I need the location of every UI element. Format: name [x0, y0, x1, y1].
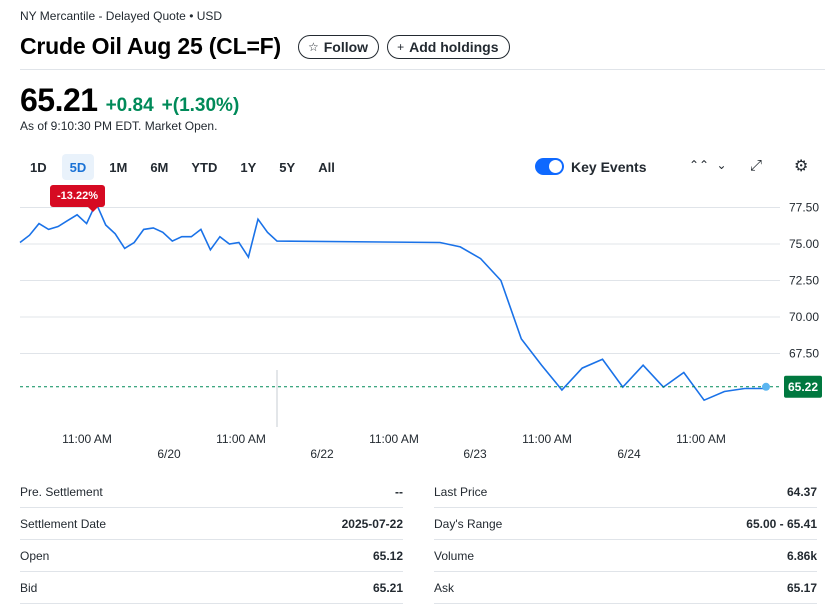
star-icon: ☆ — [307, 39, 319, 54]
current-price-dot — [762, 382, 770, 391]
stat-label: Pre. Settlement — [20, 484, 103, 499]
stat-row-last-price: Last Price 64.37 — [434, 476, 817, 508]
price-chart[interactable]: 65.22 77.50 75.00 72.50 70.00 67.50 11:00 AM… — [0, 190, 830, 470]
plus-icon: + — [397, 39, 405, 54]
current-price-tag — [784, 375, 822, 398]
stat-row-open: Open 65.12 — [20, 540, 403, 572]
stat-value: 64.37 — [786, 484, 817, 499]
key-events-label: Key Events — [571, 159, 647, 175]
as-of-timestamp: As of 9:10:30 PM EDT. Market Open. — [20, 119, 218, 133]
stat-row-pre-settlement: Pre. Settlement -- — [20, 476, 403, 508]
header-divider — [20, 69, 825, 70]
stat-label: Last Price — [434, 484, 488, 499]
stat-value: -- — [395, 484, 403, 499]
gear-icon[interactable]: ⚙ — [794, 158, 809, 175]
stat-value: 65.21 — [372, 580, 403, 595]
range-tab-ytd[interactable]: YTD — [191, 159, 218, 175]
current-price-tag-text: 65.22 — [788, 380, 818, 394]
page-title: Crude Oil Aug 25 (CL=F) — [20, 33, 281, 59]
x-time-label: 11:00 AM — [62, 432, 112, 446]
y-tick-label: 67.50 — [789, 347, 819, 361]
add-holdings-button[interactable]: + Add holdings — [387, 34, 510, 59]
stat-label: Settlement Date — [20, 516, 107, 531]
stat-value: 2025-07-22 — [341, 516, 403, 531]
price-line — [19, 201, 765, 402]
stats-left-column: Pre. Settlement -- Settlement Date 2025-07… — [20, 476, 403, 604]
key-events-toggle[interactable] — [535, 158, 564, 175]
x-date-label: 6/22 — [310, 447, 334, 461]
stat-value: 6.86k — [786, 548, 817, 563]
chart-type-dropdown[interactable]: ⌃⌃ ⌄ — [689, 158, 727, 172]
stats-right-column: Last Price 64.37 Day's Range 65.00 - 65.41… — [434, 476, 817, 604]
mountain-chart-icon: ⌃⌃ — [689, 158, 710, 172]
y-tick-label: 70.00 — [789, 310, 819, 324]
range-tab-1y[interactable]: 1Y — [240, 159, 257, 175]
expand-icon[interactable]: ⤢ — [750, 157, 763, 174]
stat-row-volume: Volume 6.86k — [434, 540, 817, 572]
x-time-label: 11:00 AM — [676, 432, 726, 446]
x-time-label: 11:00 AM — [369, 432, 419, 446]
range-tab-5y[interactable]: 5Y — [279, 159, 296, 175]
x-time-label: 11:00 AM — [216, 432, 266, 446]
range-tab-1m[interactable]: 1M — [109, 159, 128, 175]
change-badge: -13.22% — [50, 185, 105, 212]
stat-label: Open — [20, 548, 50, 563]
stat-value: 65.00 - 65.41 — [746, 516, 817, 531]
toggle-knob — [549, 160, 562, 173]
follow-label: Follow — [323, 38, 369, 55]
last-price: 65.21 — [20, 82, 98, 118]
range-tab-5d[interactable]: 5D — [61, 154, 95, 180]
range-tab-all[interactable]: All — [318, 159, 335, 175]
range-tab-6m[interactable]: 6M — [150, 159, 169, 175]
x-date-label: 6/24 — [617, 447, 641, 461]
range-tabs: 1D 5D 1M 6M YTD 1Y 5Y All — [22, 154, 350, 180]
stat-value: 65.17 — [786, 580, 817, 595]
stat-label: Ask — [434, 580, 455, 595]
exchange-line: NY Mercantile - Delayed Quote • USD — [20, 9, 223, 23]
stat-row-ask: Ask 65.17 — [434, 572, 817, 604]
stat-row-bid: Bid 65.21 — [20, 572, 403, 604]
title-row: Crude Oil Aug 25 (CL=F) ☆ Follow + Add h… — [20, 33, 510, 60]
add-holdings-label: Add holdings — [409, 38, 499, 55]
follow-button[interactable]: ☆ Follow — [297, 34, 380, 59]
stat-value: 65.12 — [372, 548, 403, 563]
price-change: +0.84 — [105, 95, 154, 116]
y-tick-label: 72.50 — [789, 274, 819, 288]
chevron-down-icon: ⌄ — [716, 158, 727, 172]
y-tick-label: 75.00 — [789, 237, 819, 251]
y-tick-label: 77.50 — [789, 201, 819, 215]
quote-row: 65.21 +0.84 +(1.30%) — [20, 82, 239, 119]
stat-label: Volume — [434, 548, 475, 563]
price-change-percent: +(1.30%) — [161, 95, 240, 116]
stat-row-days-range: Day's Range 65.00 - 65.41 — [434, 508, 817, 540]
stat-row-settlement-date: Settlement Date 2025-07-22 — [20, 508, 403, 540]
x-date-label: 6/20 — [157, 447, 181, 461]
x-time-label: 11:00 AM — [522, 432, 572, 446]
x-date-label: 6/23 — [463, 447, 487, 461]
stat-label: Bid — [20, 580, 38, 595]
stat-label: Day's Range — [434, 516, 503, 531]
range-tab-1d[interactable]: 1D — [30, 159, 47, 175]
